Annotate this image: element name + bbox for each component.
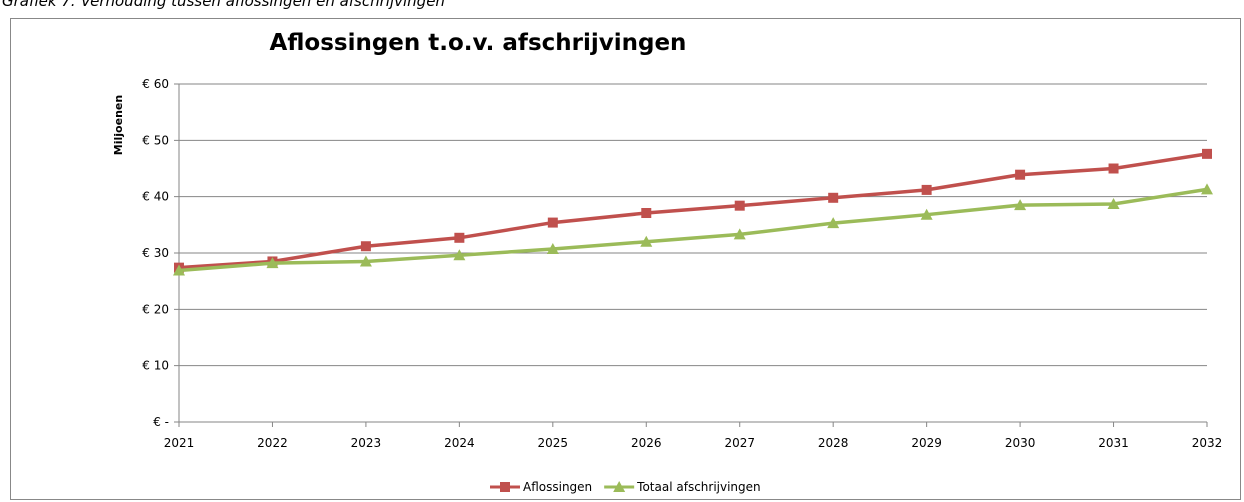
legend-label: Aflossingen (523, 480, 592, 494)
data-point (173, 264, 185, 276)
x-tick-label: 2032 (1192, 436, 1223, 450)
y-tick-label: € 30 (142, 246, 169, 260)
y-axis-label: Miljoenen (112, 95, 125, 155)
y-tick-label: € 60 (142, 77, 169, 91)
data-point (546, 243, 559, 255)
y-tick-label: € - (153, 415, 169, 429)
x-tick-label: 2029 (911, 436, 942, 450)
data-point (547, 217, 558, 228)
data-point (1202, 148, 1212, 159)
x-tick-label: 2026 (631, 436, 662, 450)
legend-marker (613, 481, 626, 492)
data-point (360, 241, 371, 252)
series-line (178, 152, 1208, 270)
chart-frame (10, 18, 1241, 500)
data-point (827, 217, 840, 229)
data-point (266, 257, 279, 269)
data-point (1108, 163, 1119, 174)
data-point (359, 255, 372, 267)
data-point (1107, 197, 1120, 209)
data-point (453, 249, 466, 261)
x-tick-label: 2027 (724, 436, 755, 450)
data-point (733, 228, 746, 240)
y-tick-label: € 50 (142, 133, 169, 147)
data-point (828, 192, 839, 203)
x-tick-label: 2021 (164, 436, 195, 450)
data-point (921, 184, 932, 195)
x-tick-label: 2031 (1098, 436, 1129, 450)
data-point (641, 208, 652, 219)
series-line (178, 187, 1208, 273)
y-tick-label: € 40 (142, 190, 169, 204)
x-tick-label: 2022 (257, 436, 288, 450)
y-tick-label: € 20 (142, 302, 169, 316)
x-tick-label: 2023 (351, 436, 382, 450)
x-tick-label: 2028 (818, 436, 849, 450)
data-point (920, 208, 933, 220)
data-point (454, 232, 465, 243)
x-tick-label: 2025 (538, 436, 569, 450)
data-point (1201, 183, 1213, 195)
chart-title: Aflossingen t.o.v. afschrijvingen (270, 30, 687, 56)
legend-marker (500, 482, 510, 492)
x-tick-label: 2024 (444, 436, 475, 450)
y-tick-label: € 10 (142, 359, 169, 373)
x-tick-label: 2030 (1005, 436, 1036, 450)
data-point (640, 235, 653, 247)
legend-label: Totaal afschrijvingen (636, 480, 760, 494)
data-point (1014, 199, 1027, 211)
data-point (734, 200, 745, 211)
caption: Grafiek 7: Verhouding tussen aflossingen… (2, 0, 445, 10)
data-point (1015, 169, 1026, 180)
